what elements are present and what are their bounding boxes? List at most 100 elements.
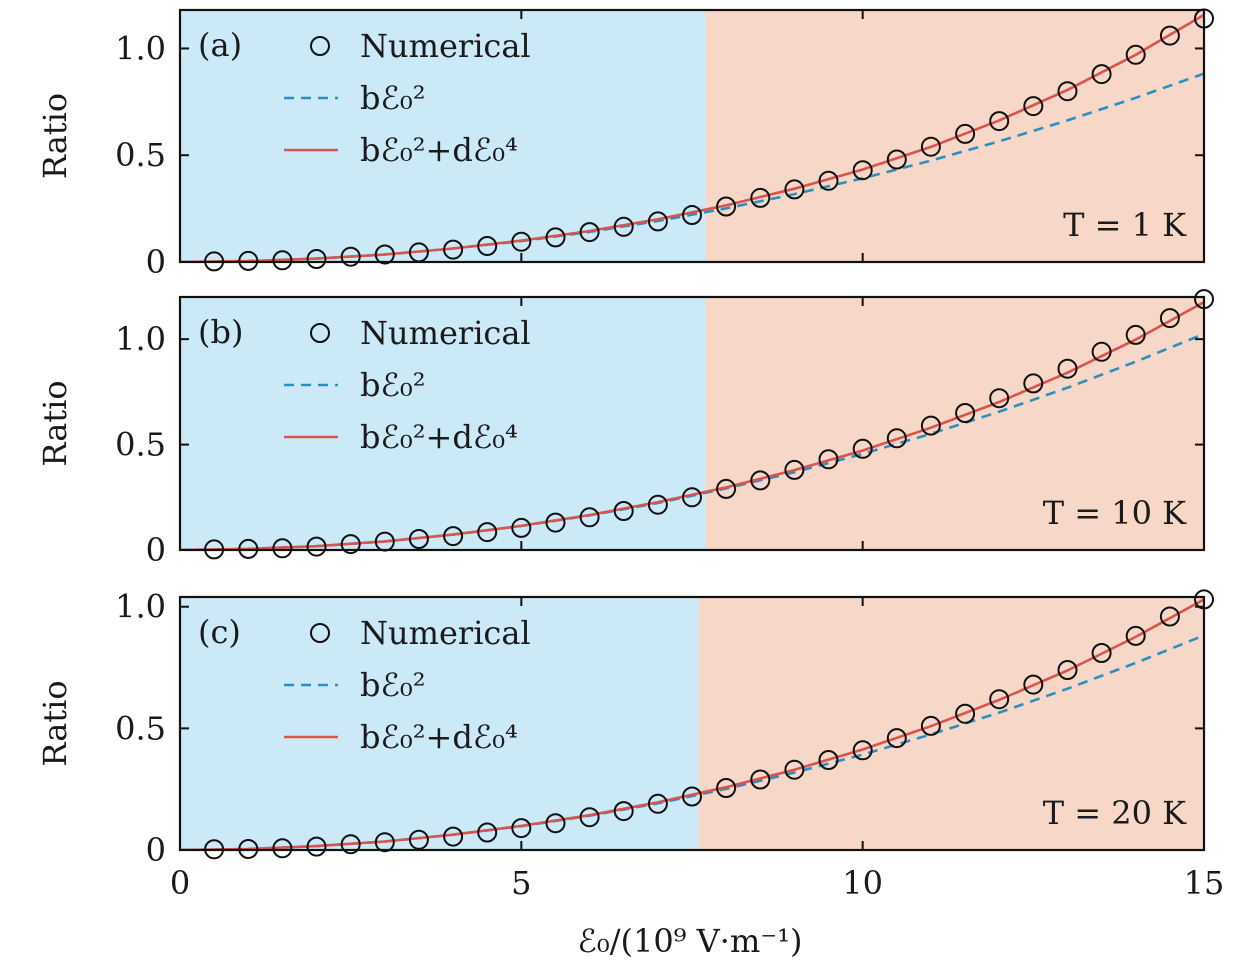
panel-tag: (a) — [198, 26, 242, 64]
data-point — [340, 246, 361, 267]
data-point — [545, 813, 566, 834]
y-tick-label: 0.5 — [115, 136, 166, 174]
data-point — [852, 438, 873, 459]
series-quartic-line — [180, 13, 1204, 262]
data-point — [1125, 625, 1146, 646]
y-axis-label: Ratio — [36, 380, 74, 466]
data-point — [1125, 44, 1146, 65]
panel-a: 0 0.5 1.0 Ratio (a) Numerical bℰ₀² bℰ₀²+dℰ₀⁴ T =… — [36, 8, 1214, 281]
data-point — [716, 196, 737, 217]
data-point — [989, 689, 1010, 710]
data-point — [545, 512, 566, 533]
data-point — [920, 715, 941, 736]
y-tick-label: 1.0 — [115, 29, 166, 67]
y-tick-label: 0.5 — [115, 426, 166, 464]
data-point — [306, 836, 327, 857]
data-point — [613, 801, 634, 822]
x-tick-label: 10 — [842, 864, 883, 902]
high-field-region — [698, 597, 1204, 850]
data-point — [374, 244, 395, 265]
legend-numerical-marker — [310, 323, 330, 343]
data-point — [682, 786, 702, 807]
y-tick-label: 0.5 — [115, 709, 166, 747]
series-numerical — [204, 8, 1214, 272]
data-point — [989, 111, 1010, 132]
panel-b: 0 0.5 1.0 Ratio (b) Numerical bℰ₀² bℰ₀²+dℰ₀⁴ T =… — [36, 289, 1214, 569]
data-point — [443, 826, 464, 847]
panel-frame — [178, 8, 1206, 264]
series-quartic-line — [180, 300, 1204, 550]
data-point — [306, 536, 327, 557]
data-point — [511, 517, 532, 538]
temperature-label: T = 1 K — [1063, 206, 1187, 244]
data-point — [340, 534, 361, 555]
data-point — [408, 829, 429, 850]
data-point — [579, 807, 600, 828]
data-point — [272, 838, 293, 859]
panel-frame — [178, 295, 1206, 552]
data-point — [613, 216, 634, 237]
data-point — [1125, 324, 1146, 345]
data-point — [1057, 660, 1078, 680]
data-point — [716, 778, 737, 798]
data-point — [477, 236, 498, 256]
legend-quartic-label: bℰ₀²+dℰ₀⁴ — [360, 131, 518, 169]
data-point — [613, 501, 634, 521]
y-tick-label: 1.0 — [115, 588, 166, 626]
data-point — [920, 136, 941, 157]
data-point — [477, 822, 498, 843]
data-point — [306, 249, 327, 269]
data-point — [545, 227, 566, 248]
data-point — [818, 170, 839, 191]
data-point — [1091, 341, 1112, 362]
legend-numerical-marker — [310, 623, 330, 643]
data-point — [716, 478, 737, 499]
data-point — [579, 507, 600, 528]
data-point — [989, 388, 1010, 409]
data-point — [682, 487, 702, 508]
data-point — [374, 832, 395, 853]
data-point — [511, 818, 532, 839]
data-point — [1023, 373, 1044, 394]
panel-tag: (b) — [198, 313, 243, 351]
data-point — [408, 529, 429, 549]
data-point — [443, 526, 464, 547]
y-axis-label: Ratio — [36, 93, 74, 179]
data-point — [1023, 674, 1044, 695]
data-point — [340, 834, 361, 855]
data-point — [1057, 81, 1078, 102]
data-point — [682, 205, 702, 225]
data-point — [852, 160, 873, 181]
y-tick-label: 0 — [146, 243, 166, 281]
data-point — [443, 239, 464, 260]
data-point — [784, 179, 805, 200]
high-field-region — [705, 297, 1204, 550]
series-quartic-line — [180, 598, 1204, 850]
high-field-region — [705, 10, 1204, 262]
data-point — [1091, 643, 1112, 663]
data-point — [750, 769, 771, 790]
data-point — [647, 211, 668, 232]
data-point — [750, 470, 771, 491]
data-point — [647, 793, 668, 814]
data-point — [1159, 25, 1180, 46]
temperature-label: T = 10 K — [1043, 494, 1187, 532]
data-point — [784, 759, 805, 780]
panel-tag: (c) — [198, 613, 241, 651]
panel-c: 0 0.5 1.0 Ratio (c) Numerical bℰ₀² bℰ₀²+dℰ₀⁴ T =… — [36, 588, 1224, 902]
x-tick-label: 5 — [511, 864, 531, 902]
data-point — [818, 750, 839, 770]
data-point — [579, 222, 600, 243]
y-tick-label: 0 — [146, 831, 166, 869]
data-point — [511, 231, 532, 252]
data-point — [955, 403, 976, 423]
panel-frame — [178, 595, 1206, 852]
y-axis-label: Ratio — [36, 680, 74, 766]
data-point — [1057, 358, 1078, 379]
data-point — [647, 494, 668, 515]
legend-quartic-label: bℰ₀²+dℰ₀⁴ — [360, 718, 518, 756]
data-point — [750, 187, 771, 208]
x-tick-label: 15 — [1184, 864, 1225, 902]
legend-numerical-label: Numerical — [360, 614, 531, 652]
data-point — [1091, 64, 1112, 85]
